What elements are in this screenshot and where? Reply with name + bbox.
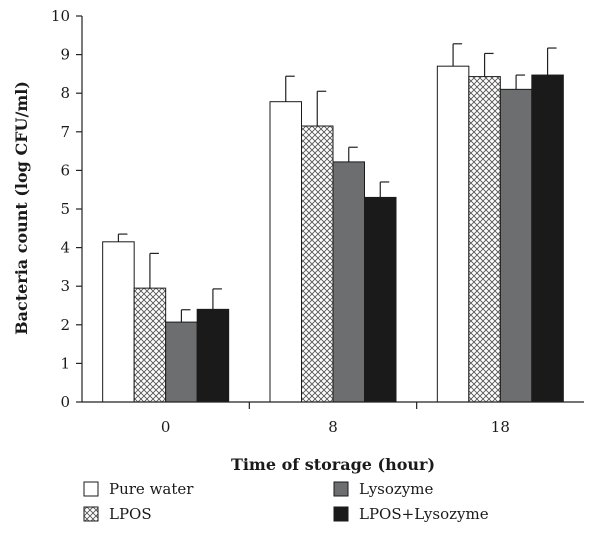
bar-pure-water bbox=[269, 101, 302, 403]
y-tick-label: 4 bbox=[60, 239, 70, 257]
y-tick-label: 7 bbox=[60, 123, 70, 141]
y-axis-title: Bacteria count (log CFU/ml) bbox=[12, 81, 31, 335]
y-tick-label: 9 bbox=[60, 46, 70, 64]
legend-label: LPOS+Lysozyme bbox=[359, 505, 489, 523]
x-tick-label: 18 bbox=[491, 418, 510, 436]
bar-pure-water bbox=[102, 241, 135, 403]
y-tick-label: 0 bbox=[60, 393, 70, 411]
y-tick-label: 3 bbox=[60, 277, 70, 295]
legend-swatch bbox=[83, 481, 99, 497]
bars-layer bbox=[102, 43, 564, 403]
bar-lysozyme bbox=[499, 88, 533, 403]
bar-lpos bbox=[133, 287, 167, 403]
y-tick-label: 10 bbox=[51, 7, 70, 25]
x-tick-label: 8 bbox=[328, 418, 338, 436]
legend-swatch bbox=[333, 481, 349, 497]
x-tick-label: 0 bbox=[161, 418, 171, 436]
axes-layer: 0 1 2 3 4 5 6 7 8 9 10 0 8 18 bbox=[51, 7, 584, 436]
legend-label: Pure water bbox=[109, 480, 194, 498]
legend: Pure water LPOS Lysozyme LPOS+Lysozyme bbox=[83, 480, 489, 523]
bar-lpos bbox=[301, 125, 334, 403]
bar-lysozyme bbox=[332, 161, 365, 403]
x-axis-title: Time of storage (hour) bbox=[231, 455, 435, 474]
y-tick-label: 8 bbox=[60, 84, 70, 102]
legend-label: Lysozyme bbox=[359, 480, 434, 498]
legend-swatch bbox=[83, 506, 99, 522]
bar-lpos bbox=[468, 76, 501, 403]
legend-label: LPOS bbox=[109, 505, 152, 523]
bar-lysozyme bbox=[165, 321, 198, 403]
legend-swatch bbox=[333, 506, 349, 522]
y-tick-label: 1 bbox=[60, 354, 70, 372]
y-tick-label: 2 bbox=[60, 316, 70, 334]
y-tick-label: 6 bbox=[60, 161, 70, 179]
bar-lpos-lysozyme bbox=[531, 74, 564, 403]
bar-lpos-lysozyme bbox=[196, 308, 230, 403]
y-tick-label: 5 bbox=[60, 200, 70, 218]
bar-pure-water bbox=[436, 65, 470, 403]
bar-lpos-lysozyme bbox=[364, 196, 397, 403]
